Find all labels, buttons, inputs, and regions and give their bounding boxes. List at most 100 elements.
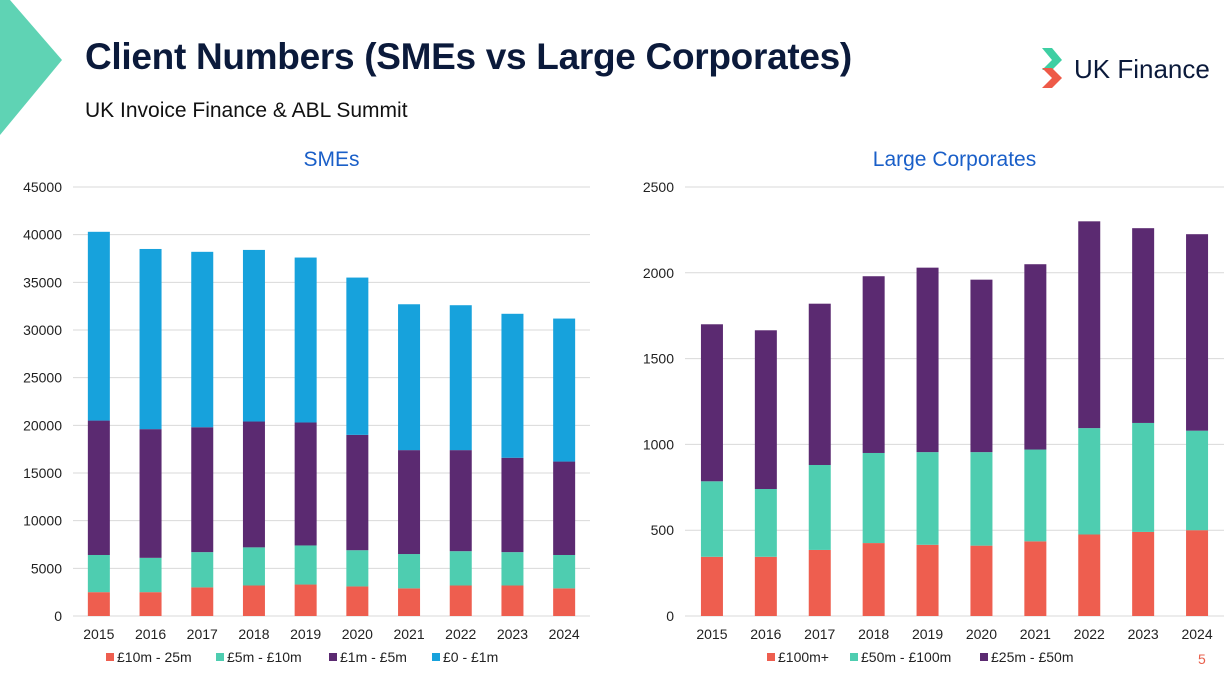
bar-0-1m-2022 — [449, 305, 472, 451]
bar-5m-10m-2020 — [346, 550, 369, 587]
x-tick-label: 2019 — [290, 626, 321, 642]
bar-25m-50m-2018 — [862, 276, 885, 453]
bar-100mplus-2019 — [916, 544, 939, 616]
bar-1m-5m-2018 — [242, 421, 265, 548]
bar-100mplus-2015 — [700, 556, 723, 616]
legend-label-10m-25m: £10m - 25m — [117, 649, 192, 665]
x-tick-label: 2021 — [393, 626, 424, 642]
bar-0-1m-2021 — [398, 304, 421, 451]
logo-text: UK Finance — [1074, 54, 1210, 84]
smes-chart: SMEs 0 5000 10000 15000 20000 25000 30000 35000 4… — [23, 148, 590, 665]
y-tick-label: 1500 — [643, 351, 674, 367]
bar-50m-100m-2021 — [1024, 449, 1047, 542]
bar-10m-25m-2021 — [398, 588, 421, 616]
bar-100mplus-2020 — [970, 545, 993, 616]
uk-finance-logo: UK Finance — [1040, 46, 1220, 92]
bar-10m-25m-2018 — [242, 585, 265, 616]
y-tick-label: 2000 — [643, 265, 674, 281]
bar-100mplus-2022 — [1078, 534, 1101, 616]
bar-5m-10m-2019 — [294, 545, 317, 585]
y-tick-label: 30000 — [23, 322, 62, 338]
x-tick-label: 2016 — [750, 626, 781, 642]
x-tick-label: 2015 — [83, 626, 114, 642]
legend-label-1m-5m: £1m - £5m — [340, 649, 407, 665]
bar-50m-100m-2022 — [1078, 428, 1101, 535]
bar-1m-5m-2023 — [501, 457, 524, 553]
legend-label-0-1m: £0 - £1m — [443, 649, 498, 665]
bar-25m-50m-2022 — [1078, 221, 1101, 429]
x-tick-label: 2015 — [696, 626, 727, 642]
bar-0-1m-2020 — [346, 277, 369, 435]
bar-50m-100m-2020 — [970, 452, 993, 546]
bar-1m-5m-2015 — [87, 420, 110, 555]
bar-10m-25m-2017 — [191, 587, 214, 616]
legend-label-25m-50m: £25m - £50m — [991, 649, 1073, 665]
legend-swatch-0-1m — [432, 653, 440, 661]
bar-25m-50m-2015 — [700, 324, 723, 482]
bar-10m-25m-2016 — [139, 592, 162, 616]
y-tick-label: 20000 — [23, 417, 62, 433]
legend-swatch-100mplus — [767, 653, 775, 661]
bar-0-1m-2024 — [553, 318, 576, 462]
x-tick-label: 2018 — [238, 626, 269, 642]
x-tick-label: 2023 — [1128, 626, 1159, 642]
bar-10m-25m-2023 — [501, 585, 524, 616]
legend-label-100mplus: £100m+ — [778, 649, 829, 665]
bar-50m-100m-2024 — [1186, 430, 1209, 531]
bar-0-1m-2019 — [294, 257, 317, 423]
bar-1m-5m-2024 — [553, 461, 576, 555]
x-tick-label: 2017 — [804, 626, 835, 642]
bar-100mplus-2016 — [754, 556, 777, 616]
bar-100mplus-2018 — [862, 543, 885, 616]
uk-finance-logo-mark — [1042, 48, 1062, 88]
large-corporates-chart: Large Corporates 0 500 1000 1500 2000 2500 2015… — [643, 148, 1224, 665]
bar-0-1m-2015 — [87, 231, 110, 421]
bar-50m-100m-2017 — [808, 464, 831, 550]
bar-5m-10m-2016 — [139, 557, 162, 593]
y-tick-label: 1000 — [643, 436, 674, 452]
bar-25m-50m-2024 — [1186, 234, 1209, 431]
y-tick-label: 40000 — [23, 227, 62, 243]
bar-5m-10m-2024 — [553, 554, 576, 589]
bar-10m-25m-2024 — [553, 588, 576, 616]
bar-1m-5m-2019 — [294, 422, 317, 546]
y-tick-label: 25000 — [23, 370, 62, 386]
corner-accent — [0, 0, 62, 135]
y-tick-label: 0 — [54, 608, 62, 624]
legend-swatch-1m-5m — [329, 653, 337, 661]
bar-5m-10m-2023 — [501, 552, 524, 586]
bar-50m-100m-2015 — [700, 481, 723, 557]
bar-5m-10m-2018 — [242, 547, 265, 586]
bar-5m-10m-2021 — [398, 554, 421, 589]
y-tick-label: 500 — [651, 522, 675, 538]
bar-50m-100m-2023 — [1132, 422, 1155, 532]
bar-25m-50m-2021 — [1024, 264, 1047, 450]
x-tick-label: 2018 — [858, 626, 889, 642]
bar-25m-50m-2020 — [970, 279, 993, 453]
chart-title: Large Corporates — [873, 148, 1036, 171]
bar-25m-50m-2016 — [754, 330, 777, 490]
bar-0-1m-2016 — [139, 248, 162, 430]
x-tick-label: 2024 — [549, 626, 580, 642]
bar-100mplus-2021 — [1024, 541, 1047, 616]
y-tick-label: 2500 — [643, 179, 674, 195]
x-tick-label: 2020 — [966, 626, 997, 642]
bar-1m-5m-2020 — [346, 434, 369, 551]
page-number: 5 — [1198, 651, 1206, 667]
legend-swatch-50m-100m — [850, 653, 858, 661]
bar-0-1m-2017 — [191, 251, 214, 428]
bar-25m-50m-2023 — [1132, 228, 1155, 423]
x-tick-label: 2023 — [497, 626, 528, 642]
bar-1m-5m-2022 — [449, 450, 472, 552]
y-tick-label: 5000 — [31, 560, 62, 576]
x-tick-label: 2022 — [1074, 626, 1105, 642]
bar-25m-50m-2019 — [916, 267, 939, 453]
bar-5m-10m-2017 — [191, 552, 214, 588]
bar-10m-25m-2015 — [87, 592, 110, 616]
y-tick-label: 0 — [666, 608, 674, 624]
bar-100mplus-2024 — [1186, 530, 1209, 616]
legend-swatch-10m-25m — [106, 653, 114, 661]
bar-50m-100m-2019 — [916, 452, 939, 545]
bar-5m-10m-2015 — [87, 554, 110, 593]
bar-10m-25m-2019 — [294, 584, 317, 616]
